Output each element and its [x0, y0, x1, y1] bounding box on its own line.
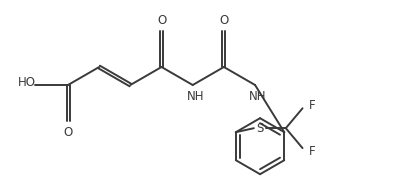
Text: O: O — [63, 126, 72, 138]
Text: F: F — [309, 145, 315, 158]
Text: NH: NH — [249, 89, 267, 103]
Text: O: O — [219, 15, 228, 27]
Text: NH: NH — [187, 89, 205, 103]
Text: F: F — [309, 99, 315, 112]
Text: S: S — [256, 122, 264, 135]
Text: HO: HO — [18, 76, 36, 89]
Text: O: O — [157, 15, 166, 27]
